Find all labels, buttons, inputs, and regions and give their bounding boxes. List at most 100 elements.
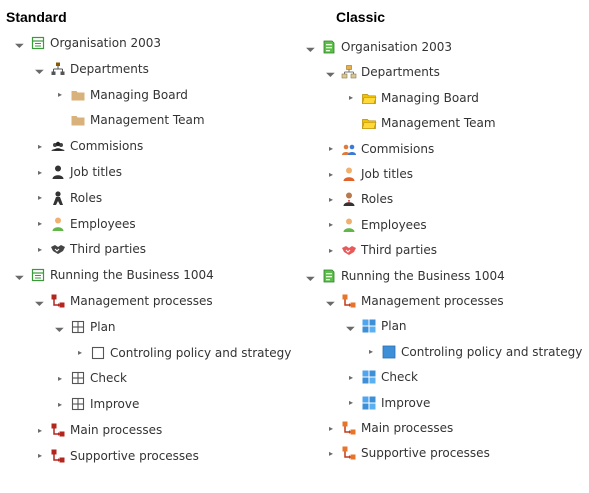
standard-tree-item[interactable]: ▸ Commisions [34,135,143,157]
classic-tree-item[interactable]: ◢ Management processes [325,290,504,312]
collapse-arrow-icon[interactable]: ▸ [328,194,333,204]
tree-item-label: Departments [361,65,440,80]
collapse-arrow-icon[interactable]: ▸ [368,347,373,357]
tree-item-label: Organisation 2003 [50,36,162,50]
expand-arrow-icon[interactable]: ◢ [305,41,317,53]
role-color-icon [341,191,357,207]
standard-tree-item[interactable]: Management Team [54,109,205,131]
square-color-icon [381,344,397,360]
classic-tree-item[interactable]: ▸ Managing Board [345,87,479,109]
tree-item-label: Improve [90,397,140,412]
collapse-arrow-icon[interactable]: ▸ [37,451,42,461]
expand-arrow-icon[interactable]: ◢ [305,270,317,281]
standard-tree-item[interactable]: ▸ Roles [34,187,102,209]
standard-tree-item[interactable]: ▸ Managing Board [54,84,188,106]
tree-item-label: Improve [381,395,431,410]
tree-item-label: Management processes [361,294,504,308]
classic-tree-item[interactable]: ▸ Check [345,366,418,388]
standard-tree-item[interactable]: ◢ Management processes [34,290,213,312]
grid-color-icon [361,369,377,385]
collapse-arrow-icon[interactable]: ▸ [37,167,42,177]
tree-item-label: Main processes [70,423,163,437]
classic-title: Classic [336,9,386,25]
tree-item-label: Plan [381,319,407,334]
standard-tree-item[interactable]: ▸ Check [54,367,127,389]
classic-tree-item[interactable]: Management Team [345,112,496,134]
collapse-arrow-icon[interactable]: ▸ [328,169,333,179]
standard-tree-item[interactable]: ▸ Third parties [34,238,146,260]
folder-icon [70,87,86,103]
classic-tree-item[interactable]: ◢ Plan [345,315,407,337]
folder-icon [70,112,86,128]
collapse-arrow-icon[interactable]: ▸ [328,448,333,458]
classic-tree-item[interactable]: ▸ Job titles [325,163,413,185]
classic-tree-item[interactable]: ◢ Departments [325,61,440,83]
tree-item-label: Managing Board [381,90,479,105]
expand-arrow-icon[interactable]: ◢ [325,67,337,78]
collapse-arrow-icon[interactable]: ▸ [37,219,42,229]
collapse-arrow-icon[interactable]: ▸ [57,373,62,383]
standard-tree-item[interactable]: ◢ Organisation 2003 [14,32,161,54]
classic-tree-item[interactable]: ▸ Commisions [325,138,434,160]
tree-item-label: Check [381,370,418,385]
tree-item-label: Departments [70,61,149,76]
classic-tree-item[interactable]: ▸ Third parties [325,239,437,261]
grid-color-icon [361,395,377,411]
tree-item-label: Employees [70,216,136,231]
process-color-icon [341,445,357,461]
collapse-arrow-icon[interactable]: ▸ [77,348,82,358]
tree-item-label: Managing Board [90,87,188,102]
grid-icon [70,319,86,335]
expand-arrow-icon[interactable]: ◢ [325,295,337,307]
expand-arrow-icon[interactable]: ◢ [34,295,46,307]
standard-tree-item[interactable]: ◢ Plan [54,316,116,338]
employee-icon [50,216,66,232]
tree-item-label: Roles [361,192,394,207]
standard-tree-item[interactable]: ▸ Job titles [34,161,122,183]
org-icon [30,35,46,51]
standard-tree-item[interactable]: ◢ Running the Business 1004 [14,264,214,286]
classic-tree-item[interactable]: ▸ Employees [325,214,427,236]
collapse-arrow-icon[interactable]: ▸ [328,245,333,255]
grid-icon [70,396,86,412]
classic-tree-item[interactable]: ◢ Organisation 2003 [305,36,452,58]
collapse-arrow-icon[interactable]: ▸ [348,372,353,382]
tree-item-label: Controling policy and strategy [110,345,292,360]
standard-title: Standard [6,9,67,25]
classic-tree-item[interactable]: ◢ Running the Business 1004 [305,265,505,287]
collapse-arrow-icon[interactable]: ▸ [348,93,353,103]
standard-tree-item[interactable]: ▸ Employees [34,213,136,235]
tree-item-label: Organisation 2003 [341,40,453,54]
collapse-arrow-icon[interactable]: ▸ [37,141,42,151]
expand-arrow-icon[interactable]: ◢ [14,269,26,281]
expand-arrow-icon[interactable]: ◢ [54,321,66,333]
collapse-arrow-icon[interactable]: ▸ [328,220,333,230]
tree-item-label: Management processes [70,294,213,308]
standard-tree-item[interactable]: ▸ Main processes [34,419,162,441]
classic-tree-item[interactable]: ▸ Roles [325,188,393,210]
expand-arrow-icon[interactable]: ◢ [14,37,26,49]
classic-tree-item[interactable]: ▸ Controling policy and strategy [365,341,582,363]
group-color-icon [341,141,357,157]
tree-item-label: Management Team [381,116,496,131]
standard-tree-item[interactable]: ◢ Departments [34,58,149,80]
tree-item-label: Check [90,371,127,386]
collapse-arrow-icon[interactable]: ▸ [37,425,42,435]
collapse-arrow-icon[interactable]: ▸ [328,144,333,154]
collapse-arrow-icon[interactable]: ▸ [328,423,333,433]
standard-tree-item[interactable]: ▸ Improve [54,393,139,415]
collapse-arrow-icon[interactable]: ▸ [37,244,42,254]
classic-tree-item[interactable]: ▸ Supportive processes [325,442,490,464]
collapse-arrow-icon[interactable]: ▸ [348,398,353,408]
standard-tree-item[interactable]: ▸ Controling policy and strategy [74,342,291,364]
collapse-arrow-icon[interactable]: ▸ [57,399,62,409]
expand-arrow-icon[interactable]: ◢ [345,321,357,332]
tree-item-label: Running the Business 1004 [50,268,214,283]
tree-item-label: Employees [361,217,427,232]
collapse-arrow-icon[interactable]: ▸ [57,90,62,100]
standard-tree-item[interactable]: ▸ Supportive processes [34,445,199,467]
expand-arrow-icon[interactable]: ◢ [34,63,46,75]
collapse-arrow-icon[interactable]: ▸ [37,193,42,203]
classic-tree-item[interactable]: ▸ Improve [345,392,430,414]
classic-tree-item[interactable]: ▸ Main processes [325,417,453,439]
